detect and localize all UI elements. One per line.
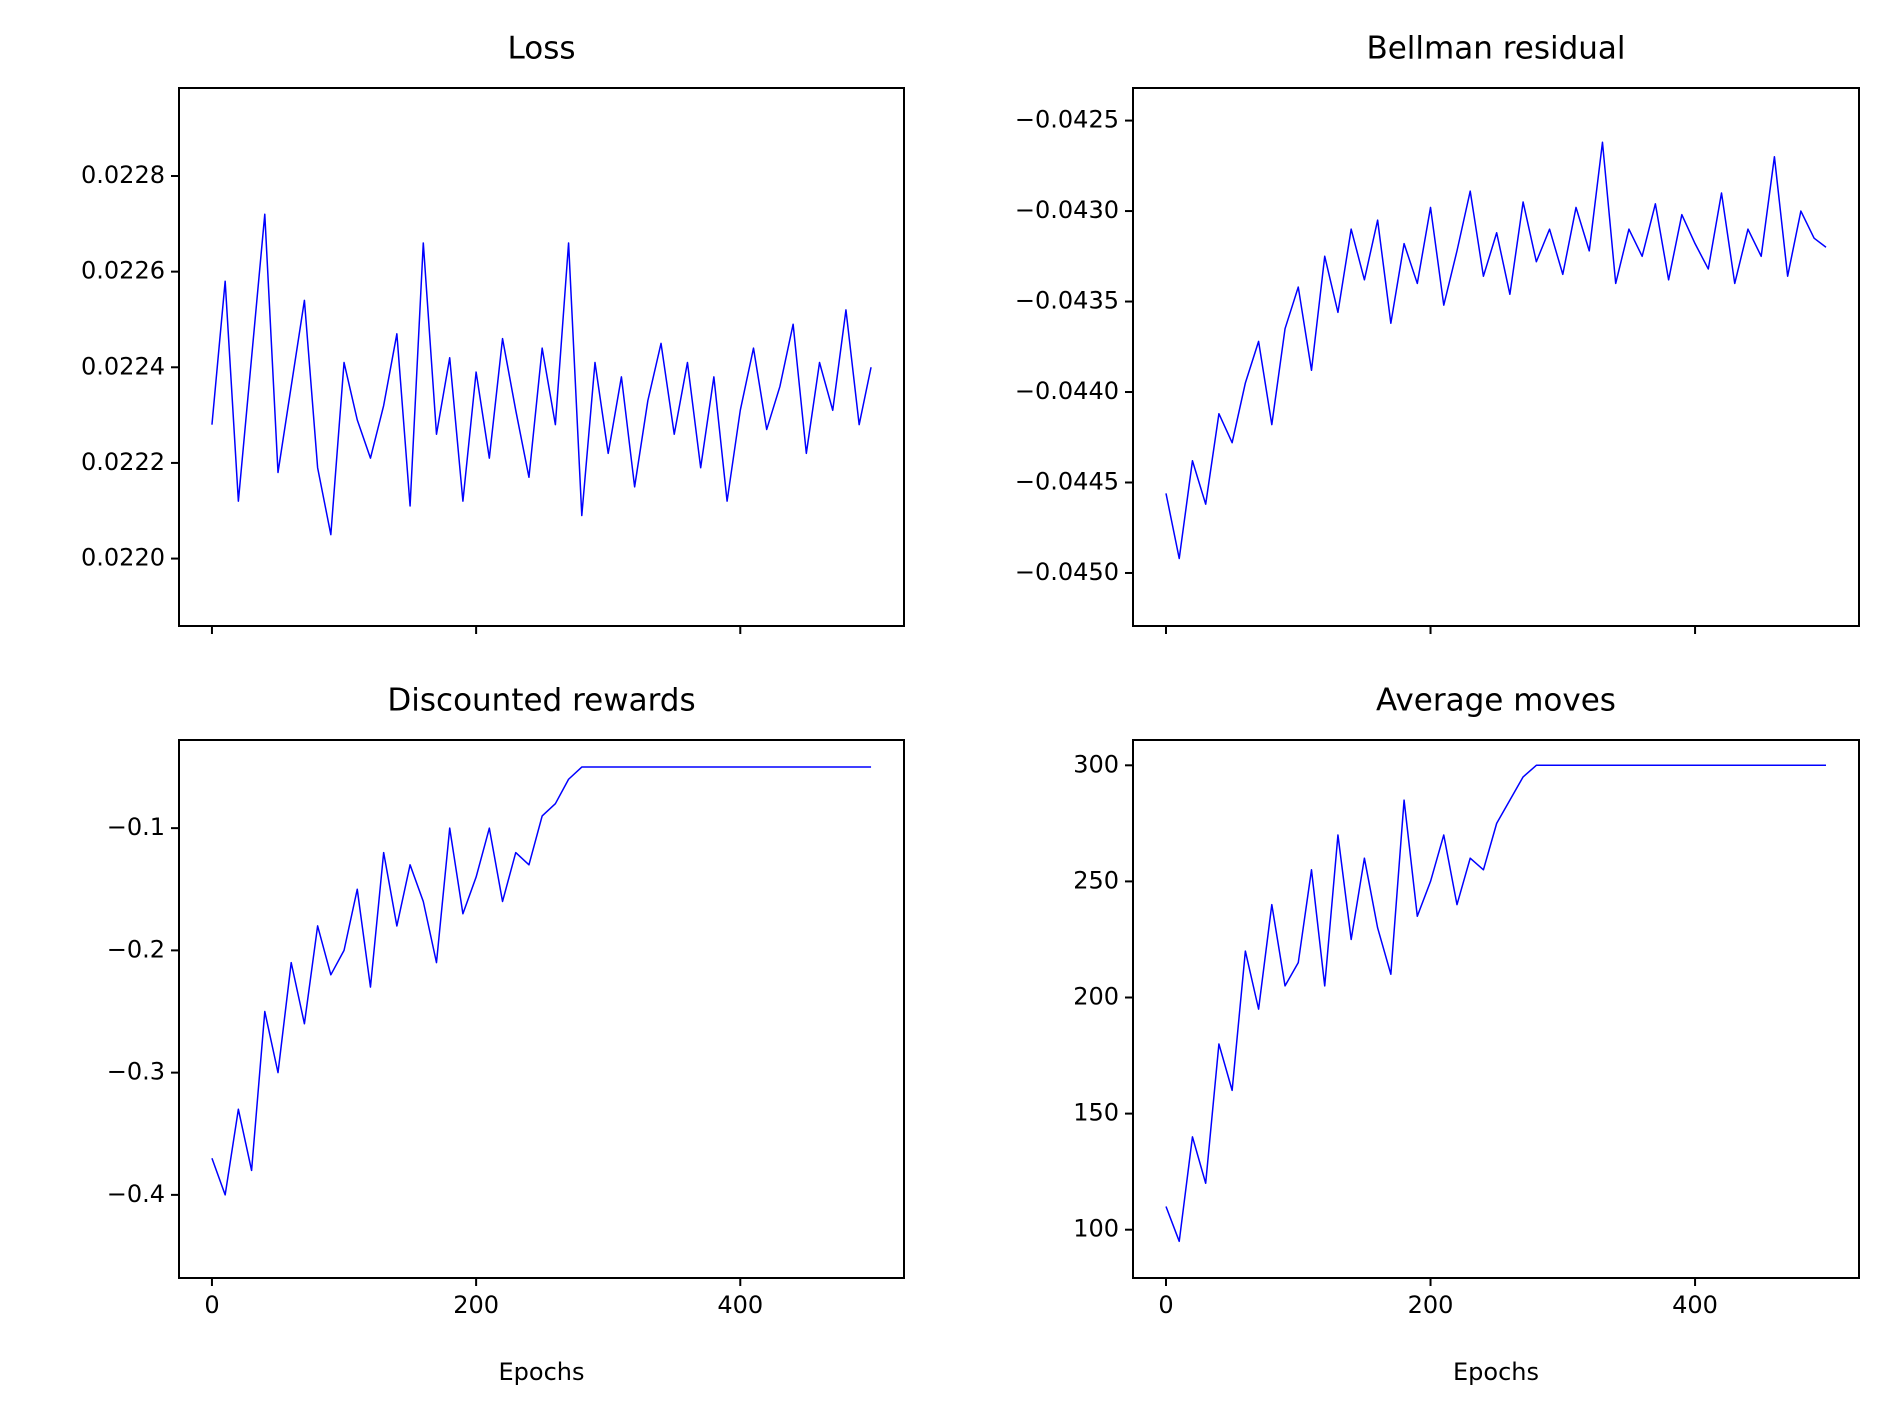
subplot-title: Loss (508, 31, 576, 67)
x-axis-label: Epochs (1453, 1358, 1539, 1386)
subplot: Bellman residual −0.0450 −0.0445 −0.0440 −0.… (1015, 31, 1860, 634)
y-tick-label: −0.1 (107, 813, 165, 841)
y-tick-label: −0.0425 (1015, 106, 1119, 134)
axes-frame (1132, 739, 1860, 1279)
subplot-title: Bellman residual (1366, 31, 1625, 67)
x-tick-label: 0 (1158, 1291, 1173, 1319)
y-tick-label: 0.0228 (81, 161, 165, 189)
y-tick-label: −0.2 (107, 935, 165, 963)
subplot-title: Average moves (1376, 683, 1616, 719)
y-tick-label: 0.0224 (81, 352, 165, 380)
y-tick-label: 100 (1073, 1215, 1119, 1243)
y-tick-label: −0.0450 (1015, 558, 1119, 586)
subplot: Average moves 100 150 200 250 300 0 200 400 Epoch… (1073, 683, 1860, 1386)
x-tick-label: 200 (453, 1291, 499, 1319)
y-tick-label: −0.4 (107, 1180, 165, 1208)
y-tick-label: −0.0440 (1015, 377, 1119, 405)
subplot-title: Discounted rewards (387, 683, 695, 719)
y-tick-label: 300 (1073, 750, 1119, 778)
y-tick-label: 150 (1073, 1099, 1119, 1127)
axes-frame (178, 87, 905, 627)
y-tick-label: −0.0435 (1015, 287, 1119, 315)
y-tick-label: −0.0445 (1015, 467, 1119, 495)
y-tick-label: 0.0220 (81, 544, 165, 572)
y-tick-label: −0.0430 (1015, 196, 1119, 224)
axes-frame (178, 739, 905, 1279)
y-tick-label: 0.0226 (81, 257, 165, 285)
x-tick-label: 200 (1408, 1291, 1454, 1319)
data-line (1165, 764, 1826, 1243)
x-tick-label: 400 (1672, 1291, 1718, 1319)
subplot: Discounted rewards −0.4 −0.3 −0.2 −0.1 0 200 40… (107, 683, 905, 1386)
y-tick-label: 0.0222 (81, 448, 165, 476)
y-tick-label: 200 (1073, 983, 1119, 1011)
y-tick-label: 250 (1073, 866, 1119, 894)
x-axis-label: Epochs (499, 1358, 585, 1386)
y-tick-label: −0.3 (107, 1058, 165, 1086)
data-line (211, 213, 872, 536)
axes-frame (1132, 87, 1860, 627)
x-tick-label: 400 (717, 1291, 763, 1319)
subplot: Loss 0.0220 0.0222 0.0224 0.0226 0.0228 (81, 31, 905, 634)
x-tick-label: 0 (204, 1291, 219, 1319)
data-line (211, 766, 872, 1196)
data-line (1165, 141, 1827, 560)
